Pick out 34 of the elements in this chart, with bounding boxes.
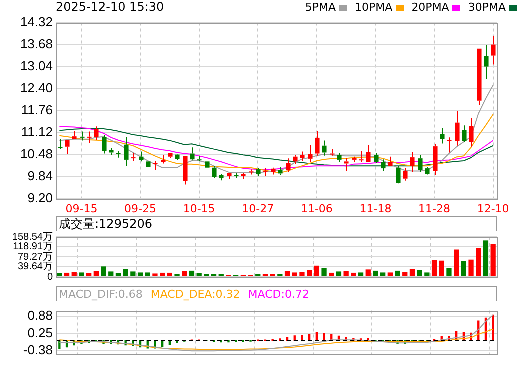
y-tick-label: 14.32	[20, 14, 53, 30]
y-tick-label: 79.27万	[18, 252, 53, 263]
y-tick-label: 10.48	[20, 146, 53, 162]
x-tick-label: 10-27	[242, 202, 274, 216]
y-tick-label: 13.04	[20, 58, 53, 74]
x-tick-label: 10-15	[183, 202, 216, 216]
legend-label: 20PMA	[412, 1, 450, 14]
x-tick-label: 12-10	[477, 202, 510, 216]
legend-label: MACD_DIF:0.68	[59, 288, 143, 301]
text: MACD_DEA:0.32	[150, 288, 240, 301]
y-tick-label: -0.38	[23, 342, 53, 358]
y-tick-label: 13.68	[20, 36, 53, 52]
x-tick-label: 09-15	[66, 202, 98, 216]
y-tick-label: 9.84	[28, 168, 53, 184]
legend-label: 5PMA	[305, 1, 336, 14]
y-tick-label: 0.25	[28, 325, 53, 340]
y-tick-label: 0	[47, 272, 54, 283]
y-tick-label: 39.64万	[18, 262, 53, 273]
y-tick-label: 118.91万	[13, 242, 53, 253]
chart-title: 成交量:1295206	[59, 217, 152, 231]
x-tick-label: 11-28	[418, 202, 451, 216]
text: MACD:0.72	[248, 288, 310, 301]
x-tick-label: 11-06	[300, 202, 333, 216]
y-tick-label: 9.20	[28, 190, 53, 206]
y-tick-label: 0.88	[28, 308, 53, 323]
x-tick-label: 11-18	[360, 202, 392, 216]
y-tick-label: 158.54万	[12, 232, 53, 243]
y-tick-label: 11.12	[21, 124, 53, 140]
legend-label: 30PMA	[468, 1, 506, 14]
y-tick-label: 12.40	[20, 80, 53, 96]
x-tick-label: 09-25	[124, 202, 157, 216]
chart-title: 2025-12-10 15:30	[56, 0, 164, 15]
y-tick-label: 11.76	[21, 102, 53, 118]
legend-label: 10PMA	[355, 1, 393, 14]
